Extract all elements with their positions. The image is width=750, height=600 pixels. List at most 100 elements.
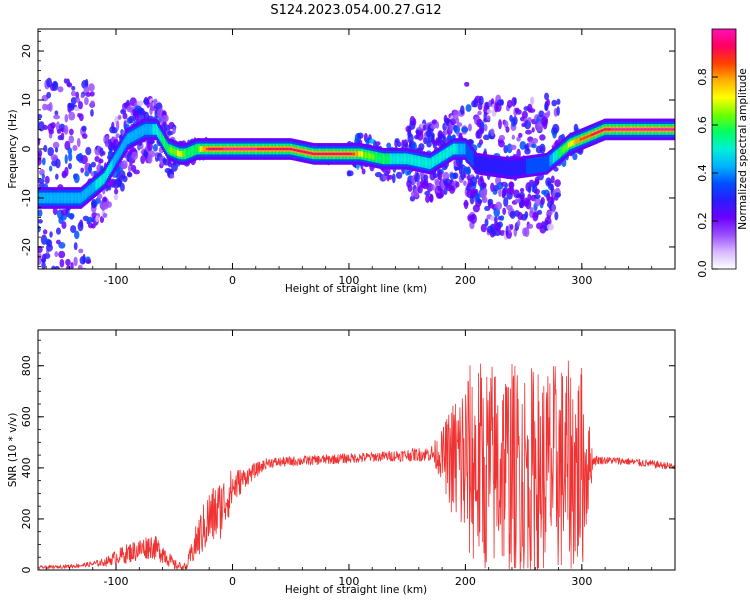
spectrogram-cell <box>499 215 505 221</box>
spectrogram-ridge-cell <box>629 128 632 131</box>
spectrogram-cell <box>99 216 105 224</box>
spectrogram-ridge-cell <box>621 128 624 131</box>
spectrogram-cell <box>54 265 60 269</box>
spectrogram-ridge-cell <box>426 161 428 165</box>
spectrogram-ridge-cell <box>155 128 158 131</box>
spectrogram-ridge-cell <box>656 128 659 131</box>
spectrogram-cell <box>525 129 532 135</box>
spectrogram-cell <box>50 284 56 291</box>
spectrogram-ridge-cell <box>379 156 382 160</box>
spectrogram-cell <box>131 151 138 160</box>
spectrogram-ridge-cell <box>98 181 101 184</box>
spectrogram-cell <box>573 123 579 132</box>
spectrogram-ridge-cell <box>495 165 498 168</box>
spectrogram-ridge-cell <box>72 196 74 200</box>
colorbar-label: Normalized spectral amplitude <box>737 68 749 229</box>
spectrogram-ridge-cell <box>250 147 253 151</box>
spectrogram-ridge-cell <box>167 147 170 151</box>
spectrogram-cell <box>478 139 484 146</box>
spectrogram-cell <box>84 78 89 88</box>
spectrogram-ridge-cell <box>75 196 78 200</box>
spectrogram-ridge-cell <box>597 131 600 134</box>
spectrogram-cell <box>425 194 430 203</box>
spectrogram-ridge-cell <box>275 147 278 151</box>
spectrogram-ridge-cell <box>626 128 629 131</box>
spectrogram-ridge-cell <box>646 128 649 131</box>
spectrogram-ridge-cell <box>288 147 291 151</box>
spectrogram-cell <box>58 242 66 249</box>
spectrogram-ridge-cell <box>47 196 50 200</box>
spectrogram-cell <box>63 125 69 135</box>
spectrogram-ridge-cell <box>236 147 239 151</box>
spectrogram-ridge-cell <box>447 151 449 154</box>
spectrogram-ridge-cell <box>527 165 530 168</box>
spectrogram-cell <box>498 187 502 197</box>
spectrogram-ridge-cell <box>110 165 113 168</box>
spectrogram-ridge-cell <box>513 167 516 170</box>
spectrogram-ridge-cell <box>501 166 504 169</box>
spectrogram-ridge-cell <box>469 153 472 157</box>
spectrogram-ridge-cell <box>398 157 401 161</box>
spectrogram-ridge-cell <box>160 136 163 139</box>
spectrogram-ridge-cell <box>51 196 53 200</box>
spectrogram-ridge-cell <box>536 163 539 167</box>
x-tick-label: 100 <box>338 575 359 588</box>
spectrogram-ridge-cell <box>488 164 491 167</box>
spectrogram-ridge-cell <box>526 165 529 168</box>
spectrogram-y-label: Frequency (Hz) <box>7 109 19 188</box>
spectrogram-ridge-cell <box>516 166 519 169</box>
spectrogram-ridge-cell <box>511 167 513 170</box>
spectrogram-ridge-cell <box>109 167 112 170</box>
spectrogram-cell <box>43 252 51 259</box>
spectrogram-ridge-cell <box>115 157 118 161</box>
spectrogram-ridge-cell <box>557 152 560 156</box>
spectrogram-ridge-cell <box>249 147 251 151</box>
spectrogram-ridge-cell <box>611 128 614 131</box>
spectrogram-ridge-cell <box>561 149 564 153</box>
spectrogram-cell <box>424 190 431 196</box>
spectrogram-ridge-cell <box>412 158 414 162</box>
spectrogram-ridge-cell <box>582 137 585 140</box>
spectrogram-ridge-cell <box>518 166 520 169</box>
spectrogram-ridge-cell <box>183 152 186 156</box>
spectrogram-ridge-cell <box>276 147 279 151</box>
spectrogram-cell <box>58 278 61 287</box>
spectrogram-cell <box>80 275 87 283</box>
spectrogram-ridge-cell <box>523 165 526 169</box>
spectrogram-cell <box>464 81 470 87</box>
spectrogram-ridge-cell <box>651 128 654 131</box>
spectrogram-ridge-cell <box>165 143 168 147</box>
spectrogram-cell <box>503 145 508 154</box>
spectrogram-ridge-cell <box>132 134 135 138</box>
spectrogram-cell <box>172 126 176 134</box>
spectrogram-cell <box>556 98 561 105</box>
spectrogram-ridge-cell <box>391 157 394 161</box>
spectrogram-ridge-cell <box>627 128 630 131</box>
spectrogram-x-label: Height of straight line (km) <box>285 283 427 295</box>
spectrogram-cell <box>148 150 156 158</box>
spectrogram-ridge-cell <box>634 128 637 131</box>
spectrogram-cell <box>82 253 86 264</box>
spectrogram-ridge-cell <box>480 163 483 166</box>
spectrogram-ridge-cell <box>263 147 265 151</box>
spectrogram-ridge-cell <box>374 155 377 159</box>
spectrogram-cell <box>55 121 61 132</box>
spectrogram-ridge-cell <box>471 156 474 160</box>
spectrogram-cell <box>51 301 56 307</box>
spectrogram-ridge-cell <box>230 147 233 151</box>
spectrogram-ridge-cell <box>144 128 147 131</box>
spectrogram-ridge-cell <box>90 187 93 191</box>
spectrogram-ridge-cell <box>211 147 214 151</box>
spectrogram-ridge-cell <box>573 140 576 144</box>
spectrogram-ridge-cell <box>530 164 533 168</box>
spectrogram-ridge-cell <box>507 166 510 170</box>
spectrogram-ridge-cell <box>427 161 430 165</box>
spectrogram-ridge-cell <box>405 157 407 161</box>
spectrogram-ridge-cell <box>377 156 380 159</box>
spectrogram-ridge-cell <box>141 129 144 132</box>
spectrogram-ridge-cell <box>368 154 371 158</box>
spectrogram-cell <box>80 306 86 313</box>
spectrogram-cell <box>98 158 104 164</box>
spectrogram-cell <box>516 148 521 159</box>
spectrogram-ridge-cell <box>297 149 300 152</box>
